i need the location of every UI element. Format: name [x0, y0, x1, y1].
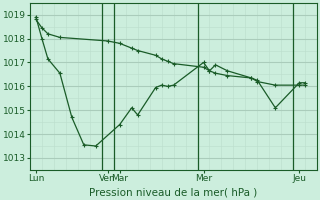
X-axis label: Pression niveau de la mer( hPa ): Pression niveau de la mer( hPa ) — [90, 187, 258, 197]
